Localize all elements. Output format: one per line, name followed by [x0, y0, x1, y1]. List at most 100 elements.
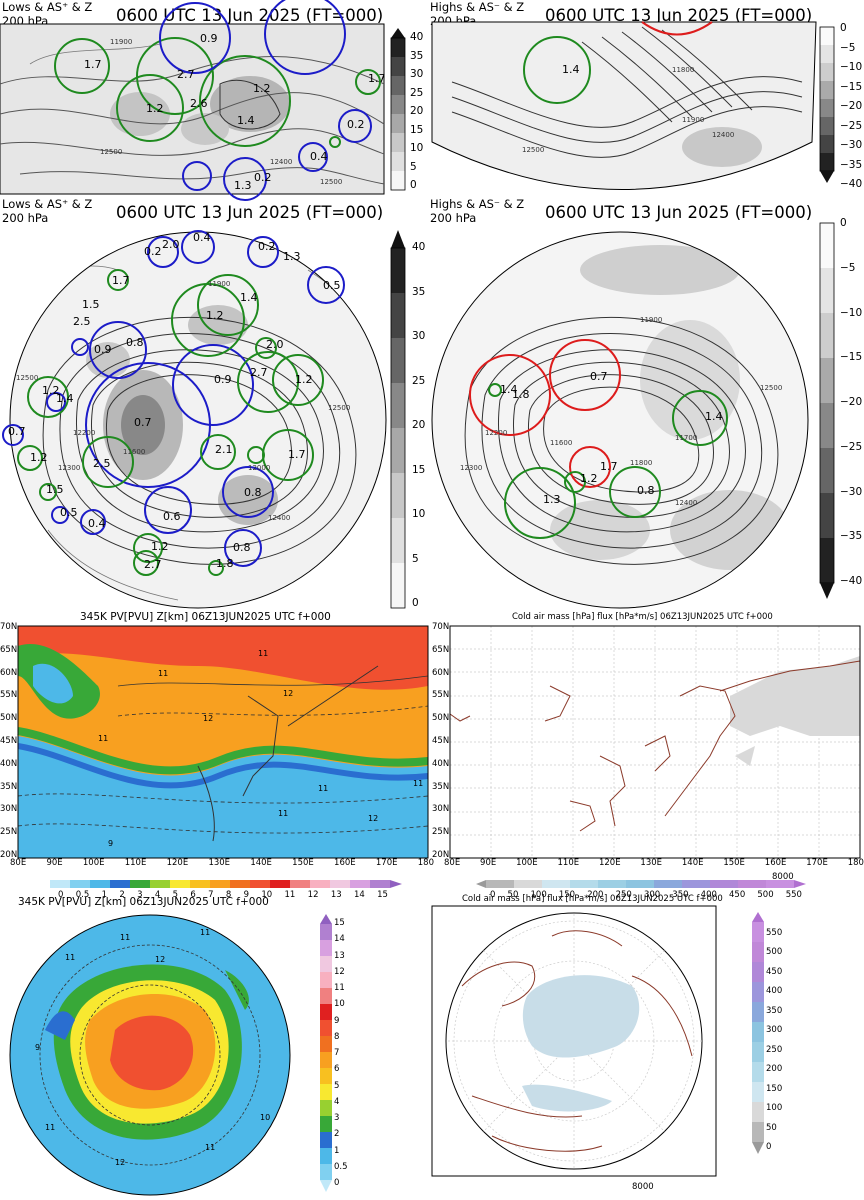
map-lows-polar: 11900 12000 12200 12300 11600 12400 1250…	[2, 230, 387, 609]
map-highs-regional: 11800 11900 12400 12500 1.4	[431, 21, 817, 190]
cyclone-circle	[272, 354, 324, 406]
panel-title: 0600 UTC 13 Jun 2025 (FT=000)	[545, 203, 813, 222]
center-value: 1.4	[562, 63, 580, 76]
center-value: 1.8	[216, 557, 234, 570]
center-value: 0.8	[233, 541, 251, 554]
contour-label: 11800	[630, 459, 652, 467]
reference-vector-label: 8000	[632, 1182, 654, 1192]
colorbar-lows-top	[390, 28, 406, 191]
colorbar-highs-mid	[819, 222, 835, 599]
anticyclone-circle	[488, 383, 502, 397]
center-value: 1.4	[240, 291, 258, 304]
anticyclone-circle	[609, 466, 661, 518]
colorbar-labels: 550 500 450 400 350 300 250 200 150 100 50 0	[766, 928, 783, 1152]
cyclone-circle	[247, 446, 265, 464]
map-pv-polar: 11 11 11 12 9 10 11 12 11	[9, 914, 291, 1196]
cyclone-circle	[223, 157, 267, 201]
center-value: 0.4	[193, 231, 211, 244]
contour-label: 12	[283, 689, 293, 698]
panel-highs-200hpa-regional: Highs & AS⁻ & Z 200 hPa 0600 UTC 13 Jun …	[430, 0, 864, 200]
contour-label: 11900	[640, 316, 662, 324]
contour-label: 12000	[248, 464, 270, 472]
cyclone-circle	[222, 466, 274, 518]
colorbar-pv-vertical	[320, 914, 332, 1192]
cyclone-circle	[133, 550, 159, 576]
panel-pv-regional: 345K PV[PVU] Z[km] 06Z13JUN2025 UTC f+00…	[0, 606, 434, 900]
map-cold-air-regional	[449, 625, 861, 859]
contour-label: 12300	[58, 464, 80, 472]
contour-label: 9	[108, 839, 113, 848]
contour-label: 11900	[682, 116, 704, 124]
panel-lows-200hpa-polar: Lows & AS⁺ & Z 200 hPa 0600 UTC 13 Jun 2…	[0, 195, 430, 610]
cyclone-circle	[107, 269, 129, 291]
center-value: 0.2	[254, 171, 272, 184]
center-value: 1.8	[512, 388, 530, 401]
center-value: 1.2	[295, 373, 313, 386]
center-value: 0.4	[88, 517, 106, 530]
cyclone-circle	[199, 55, 291, 147]
center-value: 0.2	[258, 240, 276, 253]
cyclone-circle	[329, 136, 341, 148]
panel-label-line1: Highs & AS⁻ & Z	[430, 0, 525, 14]
center-value: 0.5	[60, 506, 78, 519]
center-value: 1.2	[580, 472, 598, 485]
center-value: 1.7	[600, 460, 618, 473]
center-value: 1.7	[368, 72, 386, 85]
panel-title: 0600 UTC 13 Jun 2025 (FT=000)	[116, 203, 384, 222]
anticyclone-circle	[564, 471, 586, 493]
cyclone-circle	[54, 38, 110, 94]
contour-label: 12500	[16, 374, 38, 382]
lon-axis-labels: 80E 90E 100E 110E 120E 130E 140E 150E 160E 170E 18…	[444, 858, 864, 868]
map-pv-regional: 11 11 12 12 11 11 9 11 12 11	[17, 625, 429, 859]
contour-label: 12	[115, 1158, 125, 1167]
cyclone-circle	[46, 392, 66, 412]
center-value: 2.6	[190, 97, 208, 110]
panel-title: 0600 UTC 13 Jun 2025 (FT=000)	[545, 6, 813, 25]
center-value: 2.5	[93, 457, 111, 470]
panel-lows-200hpa-regional: Lows & AS⁺ & Z 200 hPa 0600 UTC 13 Jun 2…	[0, 0, 430, 201]
cyclone-circle	[89, 321, 147, 379]
cyclone-circle	[298, 142, 328, 172]
panel-label-line1: Lows & AS⁺ & Z	[2, 0, 93, 14]
colorbar-labels: 0 −5 −10 −15 −20 −25 −30 −35 −40	[840, 22, 863, 190]
cyclone-circle	[82, 436, 134, 488]
center-value: 2.7	[144, 558, 162, 571]
cyclone-circle	[136, 37, 214, 115]
anticyclone-circle	[672, 390, 728, 446]
contour-label: 11	[158, 669, 168, 678]
contour-label: 12500	[522, 146, 544, 154]
contour-label: 12	[203, 714, 213, 723]
center-value: 0.7	[134, 416, 152, 429]
contour-label: 11800	[672, 66, 694, 74]
contour-label: 11	[278, 809, 288, 818]
colorbar-lows-mid	[390, 230, 406, 609]
contour-label: 12	[155, 955, 165, 964]
panel-pv-polar: 345K PV[PVU] Z[km] 06Z13JUN2025 UTC f+00…	[0, 890, 432, 1200]
center-value: 1.7	[112, 274, 130, 287]
map-highs-polar: 11900 11700 11600 12200 12300 12400 1250…	[431, 231, 809, 609]
cyclone-circle	[181, 230, 215, 264]
center-value: 1.4	[237, 114, 255, 127]
center-value: 2.7	[250, 366, 268, 379]
cyclone-circle	[116, 74, 184, 142]
colorbar-cold-vertical	[752, 912, 764, 1154]
contour-label: 11	[200, 928, 210, 937]
center-value: 1.2	[146, 102, 164, 115]
cyclone-circle	[2, 424, 24, 446]
center-value: 0.4	[310, 150, 328, 163]
contour-label: 11	[258, 649, 268, 658]
cyclone-circle	[255, 337, 277, 359]
lat-axis-labels: 70N 65N 60N 55N 50N 45N 40N 35N 30N 25N 20N	[432, 622, 450, 860]
colorbar-cold-horizontal	[476, 880, 806, 888]
center-value: 0.9	[214, 373, 232, 386]
cyclone-circle	[39, 483, 57, 501]
cyclone-circle	[80, 509, 106, 535]
contour-label: 10	[260, 1113, 270, 1122]
contour-label: 12500	[760, 384, 782, 392]
cyclone-circle	[51, 506, 69, 524]
contour-label: 12200	[485, 429, 507, 437]
contour-label: 12300	[460, 464, 482, 472]
cyclone-circle	[237, 351, 299, 413]
cyclone-circle	[307, 266, 345, 304]
map-cold-air-polar	[431, 905, 717, 1177]
